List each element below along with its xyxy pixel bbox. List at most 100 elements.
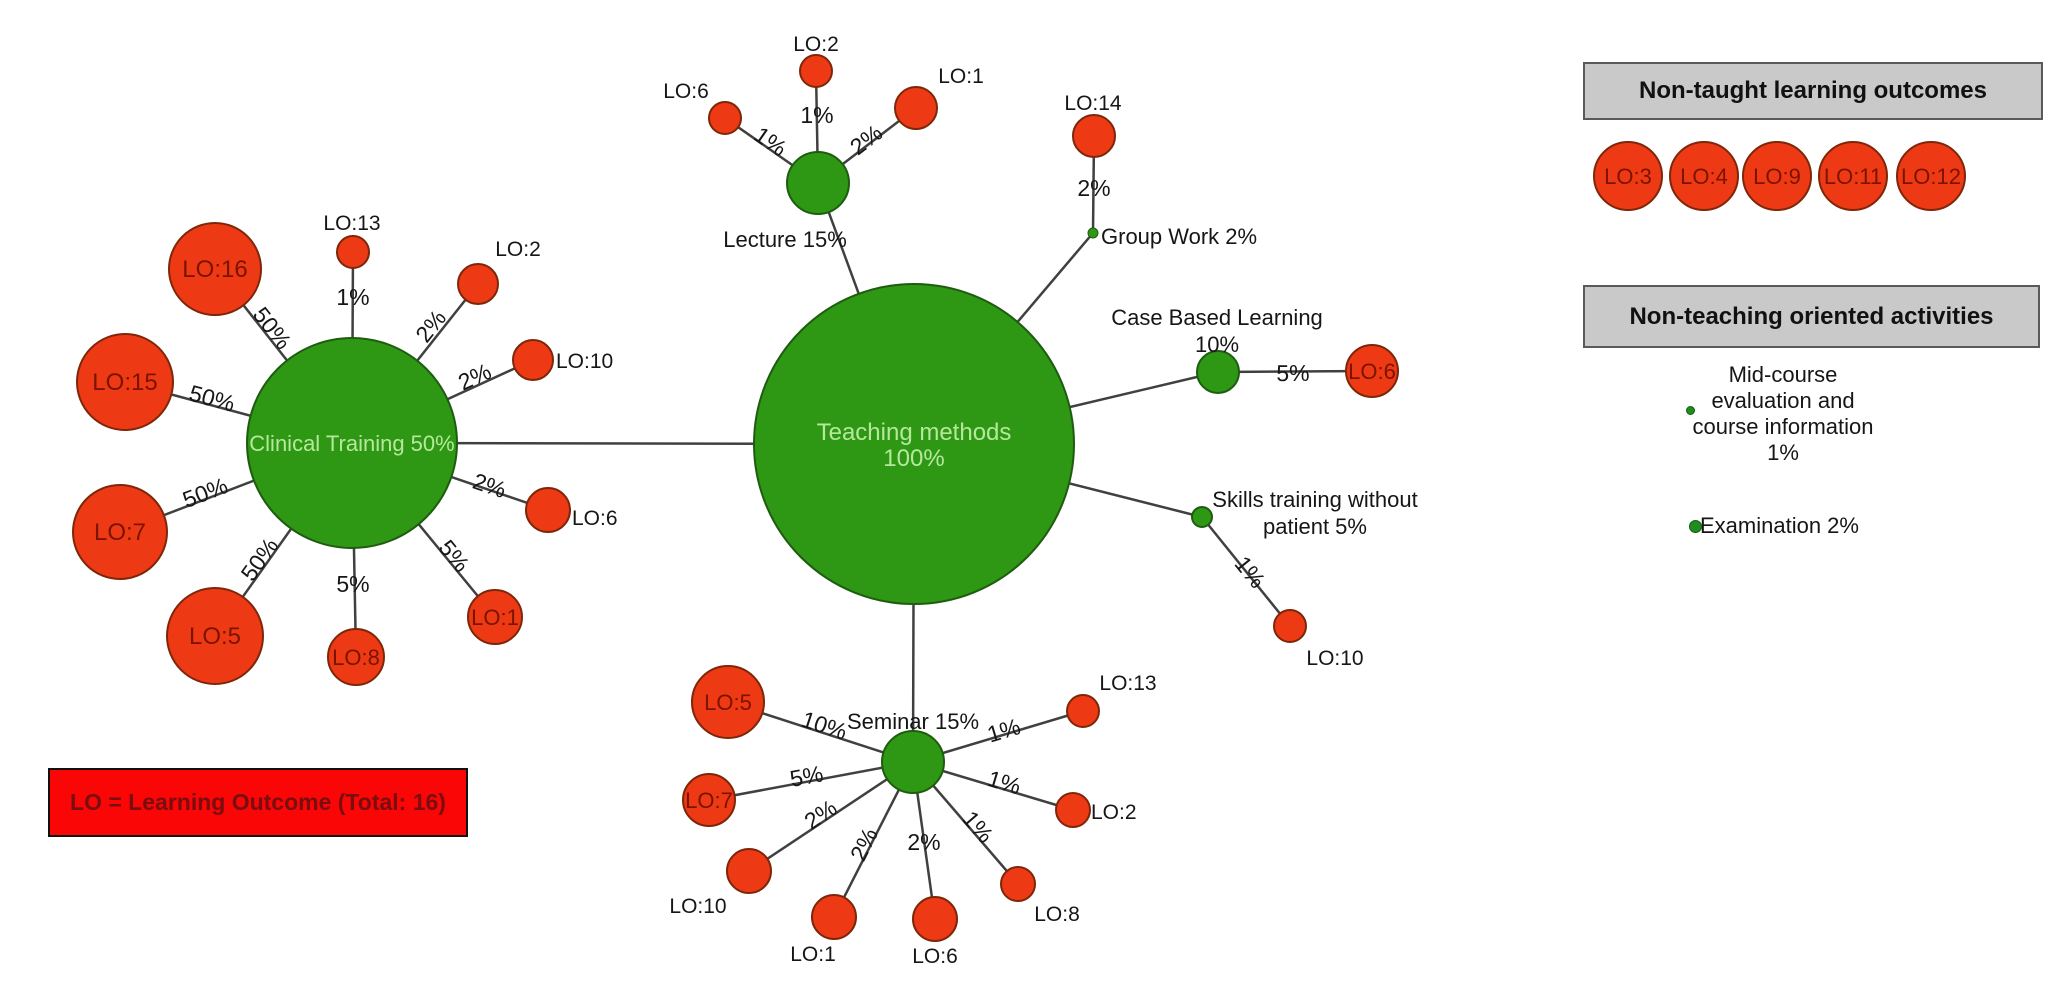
non-taught-outcomes-title: Non-taught learning outcomes (1639, 77, 1987, 104)
node-c1-circle (467, 589, 523, 645)
node-m6-label-0: LO:6 (912, 945, 958, 968)
node-l2-label-0: LO:2 (793, 33, 839, 56)
node-c6-label-0: LO:6 (572, 507, 618, 530)
edge-label-seminar-m5: 10% (799, 706, 851, 745)
node-gw_dot-label-0: Group Work 2% (1101, 224, 1257, 249)
node-g14-circle (1072, 114, 1116, 158)
node-p11-circle (1818, 141, 1888, 211)
node-skills_dot-label-0: Skills training without (1212, 487, 1417, 512)
node-l1-circle (894, 86, 938, 130)
examination-label: Examination 2% (1700, 513, 1859, 538)
examination-item: Examination 2% (1700, 513, 1859, 538)
edge-label-clinical-c6: 2% (470, 468, 510, 503)
node-seminar-circle (881, 730, 945, 794)
midcourse-evaluation-item: Mid-course evaluation and course informa… (1663, 362, 1903, 466)
node-cbl-label-1: 10% (1195, 332, 1239, 357)
node-c16-circle (168, 222, 262, 316)
edge-label-clinical-c8: 5% (336, 571, 369, 597)
node-m13-label-0: LO:13 (1099, 672, 1156, 695)
node-m2-circle (1055, 792, 1091, 828)
edge-label-lecture-l6: 1% (750, 121, 792, 161)
node-c2-circle (457, 263, 499, 305)
node-lecture-label-0: Lecture 15% (723, 227, 847, 252)
edge-label-lecture-l2: 1% (800, 102, 833, 128)
midcourse-line-1: Mid-course (1728, 362, 1838, 387)
lo-legend-text: LO = Learning Outcome (Total: 16) (70, 789, 446, 815)
node-p11-inner-label-0: LO:11 (1824, 164, 1882, 189)
node-m1-label-0: LO:1 (790, 943, 836, 966)
midcourse-line-4: 1% (1767, 440, 1799, 465)
node-c10-label-0: LO:10 (556, 350, 613, 373)
node-seminar-label-0: Seminar 15% (847, 709, 979, 734)
node-p4-circle (1669, 141, 1739, 211)
node-l6-label-0: LO:6 (663, 80, 709, 103)
node-m6-circle (912, 896, 958, 942)
node-m1-circle (811, 894, 857, 940)
node-c1-inner-label-0: LO:1 (471, 605, 519, 630)
node-m2-label-0: LO:2 (1091, 801, 1137, 824)
node-p3-circle (1593, 141, 1663, 211)
node-c8-inner-label-0: LO:8 (332, 645, 380, 670)
node-c2-label-0: LO:2 (495, 238, 541, 261)
midcourse-activity-dot-icon (1686, 406, 1695, 415)
node-p9-circle (1742, 141, 1812, 211)
node-skills_dot-circle (1191, 506, 1213, 528)
non-teaching-activities-title: Non-teaching oriented activities (1629, 302, 1994, 330)
node-m10-label-0: LO:10 (669, 895, 726, 918)
node-m5-inner-label-0: LO:5 (704, 690, 752, 715)
node-c7-circle (72, 484, 168, 580)
node-c15-inner-label-0: LO:15 (92, 369, 157, 396)
edge-label-clinical-c16: 50% (248, 302, 297, 354)
node-l6-circle (708, 101, 742, 135)
edge-label-clinical-c1: 5% (434, 535, 475, 577)
node-teaching-circle (753, 283, 1075, 605)
node-clinical-inner-label-0: Clinical Training 50% (249, 431, 454, 456)
midcourse-line-2: evaluation and (1711, 388, 1855, 413)
node-gw_dot-circle (1087, 227, 1099, 239)
edge-label-lecture-l1: 2% (845, 119, 887, 160)
edge-label-seminar-m8: 1% (957, 806, 998, 848)
node-c10-circle (512, 339, 554, 381)
node-c8-circle (327, 628, 385, 686)
node-cb6-circle (1345, 344, 1399, 398)
node-p12-circle (1896, 141, 1966, 211)
node-m7-inner-label-0: LO:7 (685, 788, 733, 813)
node-p3-inner-label-0: LO:3 (1604, 164, 1652, 189)
examination-activity-dot-icon (1689, 520, 1702, 533)
edge-label-clinical-c13: 1% (336, 284, 369, 310)
non-taught-outcomes-header: Non-taught learning outcomes (1583, 62, 2043, 120)
node-c5-inner-label-0: LO:5 (189, 623, 241, 650)
node-lecture-circle (786, 151, 850, 215)
edge-label-clinical-c2: 2% (410, 305, 451, 347)
node-cb6-inner-label-0: LO:6 (1348, 359, 1396, 384)
edge-label-seminar-m13: 1% (984, 713, 1023, 747)
edge-label-seminar-m10: 2% (800, 794, 842, 834)
edge-label-cbl-cb6: 5% (1276, 360, 1309, 386)
edge-label-clinical-c5: 50% (236, 533, 284, 586)
edge-label-clinical-c15: 50% (186, 380, 237, 417)
node-c13-circle (336, 235, 370, 269)
node-teaching-inner-label-0: Teaching methods (817, 419, 1012, 446)
edge-label-clinical-c10: 2% (454, 358, 495, 395)
lo-legend-box: LO = Learning Outcome (Total: 16) (48, 768, 468, 837)
node-cbl-circle (1196, 350, 1240, 394)
edge-seminar-m10 (748, 760, 914, 873)
edge-label-seminar-m7: 5% (788, 760, 825, 792)
non-teaching-activities-header: Non-teaching oriented activities (1583, 285, 2040, 348)
node-c6-circle (525, 487, 571, 533)
node-m8-label-0: LO:8 (1034, 903, 1080, 926)
node-m7-circle (682, 773, 736, 827)
node-l2-circle (799, 54, 833, 88)
node-s10-label-0: LO:10 (1306, 647, 1363, 670)
edge-seminar-m7 (708, 760, 914, 802)
edge-label-seminar-m6: 2% (907, 829, 940, 855)
node-c13-label-0: LO:13 (323, 212, 380, 235)
node-c16-inner-label-0: LO:16 (182, 256, 247, 283)
node-p4-inner-label-0: LO:4 (1680, 164, 1728, 189)
node-c15-circle (76, 333, 174, 431)
node-m13-circle (1066, 694, 1100, 728)
node-teaching-inner-label-1: 100% (883, 445, 944, 472)
edge-skills_dot-s10 (1201, 516, 1291, 627)
